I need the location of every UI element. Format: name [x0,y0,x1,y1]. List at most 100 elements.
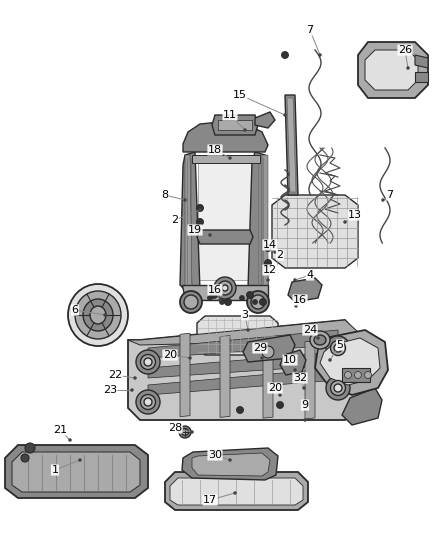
Polygon shape [272,195,358,268]
Ellipse shape [197,219,203,225]
Polygon shape [218,120,252,130]
Ellipse shape [237,407,244,414]
Ellipse shape [83,299,113,331]
Ellipse shape [381,198,385,201]
Ellipse shape [406,67,410,69]
Polygon shape [288,278,322,302]
Ellipse shape [364,372,371,378]
Ellipse shape [214,277,236,299]
Text: 6: 6 [71,305,78,315]
Ellipse shape [229,458,232,462]
Text: 4: 4 [307,270,314,280]
Ellipse shape [179,426,191,438]
Ellipse shape [219,298,222,302]
Ellipse shape [266,279,269,281]
Ellipse shape [326,336,350,360]
Text: 20: 20 [163,350,177,360]
Ellipse shape [184,198,187,201]
Ellipse shape [343,221,346,223]
Ellipse shape [265,245,272,252]
Polygon shape [220,336,230,417]
Polygon shape [262,155,268,285]
Polygon shape [255,112,275,128]
Ellipse shape [247,292,254,298]
Polygon shape [128,320,358,420]
Text: 10: 10 [283,355,297,365]
Text: 18: 18 [208,145,222,155]
Text: 5: 5 [336,340,343,350]
Polygon shape [170,478,303,505]
Text: 2: 2 [171,215,179,225]
Ellipse shape [78,458,81,462]
Polygon shape [165,472,308,510]
Ellipse shape [229,157,232,159]
Text: 24: 24 [303,325,317,335]
Polygon shape [415,55,428,68]
Ellipse shape [25,443,35,453]
Ellipse shape [261,357,264,359]
Polygon shape [280,350,306,375]
Ellipse shape [334,344,342,352]
Ellipse shape [354,372,361,378]
Text: 2: 2 [276,250,283,260]
Ellipse shape [279,393,282,397]
Ellipse shape [131,389,134,392]
Ellipse shape [252,300,258,304]
Text: 8: 8 [162,190,169,200]
Ellipse shape [233,491,237,495]
Ellipse shape [331,341,346,356]
Text: 1: 1 [52,465,59,475]
Text: 16: 16 [293,295,307,305]
Ellipse shape [208,233,212,237]
Ellipse shape [141,354,155,369]
Ellipse shape [268,246,272,249]
Text: 13: 13 [348,210,362,220]
Polygon shape [192,155,260,163]
Ellipse shape [247,291,269,313]
Ellipse shape [184,295,198,309]
Polygon shape [183,122,268,152]
Text: 23: 23 [103,385,117,395]
Ellipse shape [181,429,188,435]
Ellipse shape [141,394,155,409]
Ellipse shape [262,346,274,358]
Text: 3: 3 [241,310,248,320]
Ellipse shape [293,368,297,372]
Polygon shape [182,285,268,300]
Ellipse shape [294,304,297,308]
Ellipse shape [103,313,106,317]
Ellipse shape [211,292,218,298]
Ellipse shape [197,205,203,211]
Ellipse shape [283,114,286,117]
Ellipse shape [331,381,346,395]
Text: 32: 32 [293,373,307,383]
Ellipse shape [75,291,121,339]
Polygon shape [182,448,278,480]
Polygon shape [180,152,200,295]
Text: 14: 14 [263,240,277,250]
Ellipse shape [334,384,342,392]
Polygon shape [358,42,428,98]
Polygon shape [12,452,140,492]
Ellipse shape [317,336,319,340]
Ellipse shape [197,219,204,225]
Polygon shape [192,453,270,476]
Ellipse shape [310,331,330,349]
Polygon shape [415,72,428,82]
Polygon shape [5,445,148,498]
Ellipse shape [273,251,276,254]
Text: 26: 26 [398,45,412,55]
Ellipse shape [68,284,128,346]
Polygon shape [287,98,296,192]
Polygon shape [305,341,315,419]
Ellipse shape [244,128,247,132]
Ellipse shape [326,376,350,400]
Text: 22: 22 [108,370,122,380]
Ellipse shape [303,386,305,390]
Text: 15: 15 [233,90,247,100]
Ellipse shape [134,376,137,379]
Ellipse shape [222,285,228,291]
Polygon shape [263,338,273,418]
Polygon shape [197,230,253,244]
Polygon shape [197,316,278,355]
